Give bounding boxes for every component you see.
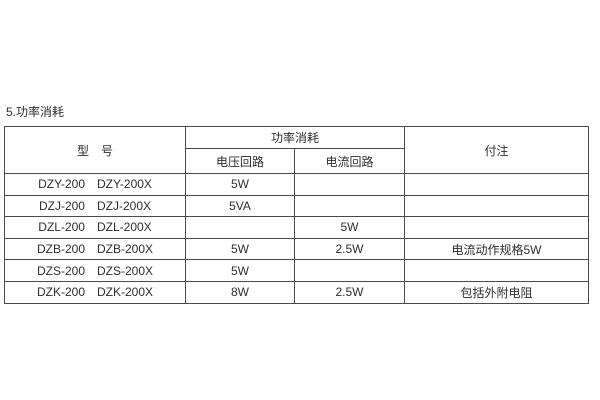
current-value-cell: 2.5W [293,280,406,304]
model-name: DZK-200 [36,285,85,300]
model-name-x: DZJ-200X [96,198,152,213]
model-name-x: DZS-200X [97,263,154,278]
note-cell [404,259,590,282]
table-row: DZK-200 DZK-200X 8W 2.5W 包括外附电阻 [4,280,590,304]
model-name-x: DZK-200X [97,285,154,300]
model-cell: DZS-200 DZS-200X [4,259,186,282]
model-name-x: DZY-200X [97,177,152,192]
header-voltage-circuit: 电压回路 [185,148,295,174]
header-model: 型 号 [4,126,186,174]
model-name: DZL-200 [38,220,85,235]
current-value-cell [293,259,406,282]
table-row: DZB-200 DZB-200X 5W 2.5W 电流动作规格5W [4,237,590,261]
note-cell [404,216,590,239]
model-name: DZS-200 [36,263,85,278]
voltage-value-cell: 5W [185,237,295,261]
header-power-consumption-group: 功率消耗 [184,126,406,149]
voltage-value-cell: 8W [185,280,295,304]
header-notes: 付注 [404,126,590,174]
note-cell: 电流动作规格5W [404,237,590,261]
model-cell: DZJ-200 DZJ-200X [4,194,186,218]
current-value-cell: 5W [293,216,406,239]
section-title: 5.功率消耗 [6,105,65,119]
model-cell: DZY-200 DZY-200X [4,173,186,196]
model-cell: DZB-200 DZB-200X [4,237,186,261]
header-current-circuit: 电流回路 [293,148,406,174]
note-cell: 包括外附电阻 [404,280,590,304]
voltage-value-cell: 5VA [185,194,295,218]
note-cell [404,173,590,196]
model-name: DZJ-200 [38,198,85,213]
model-cell: DZK-200 DZK-200X [4,280,186,304]
table-header-row-sub: 电压回路 电流回路 [5,148,589,174]
note-cell [404,194,590,218]
model-name-x: DZB-200X [97,242,154,257]
table-header-row-top: 型 号 功率消耗 付注 [4,126,590,174]
power-consumption-table: 型 号 功率消耗 付注 电压回路 电流回路 DZY-200 DZY-200X 5W… [4,126,590,304]
voltage-value-cell [185,216,295,239]
table-row: DZL-200 DZL-200X 5W [4,216,590,239]
current-value-cell [293,194,406,218]
model-cell: DZL-200 DZL-200X [4,216,186,239]
model-name-x: DZL-200X [96,220,152,235]
current-value-cell: 2.5W [293,237,406,261]
model-name: DZY-200 [38,177,85,192]
voltage-value-cell: 5W [185,259,295,282]
model-name: DZB-200 [36,242,85,257]
current-value-cell [293,173,406,196]
table-row: DZJ-200 DZJ-200X 5VA [4,194,590,218]
table-row: DZY-200 DZY-200X 5W [4,173,590,196]
table-row: DZS-200 DZS-200X 5W [4,259,590,282]
voltage-value-cell: 5W [185,173,295,196]
